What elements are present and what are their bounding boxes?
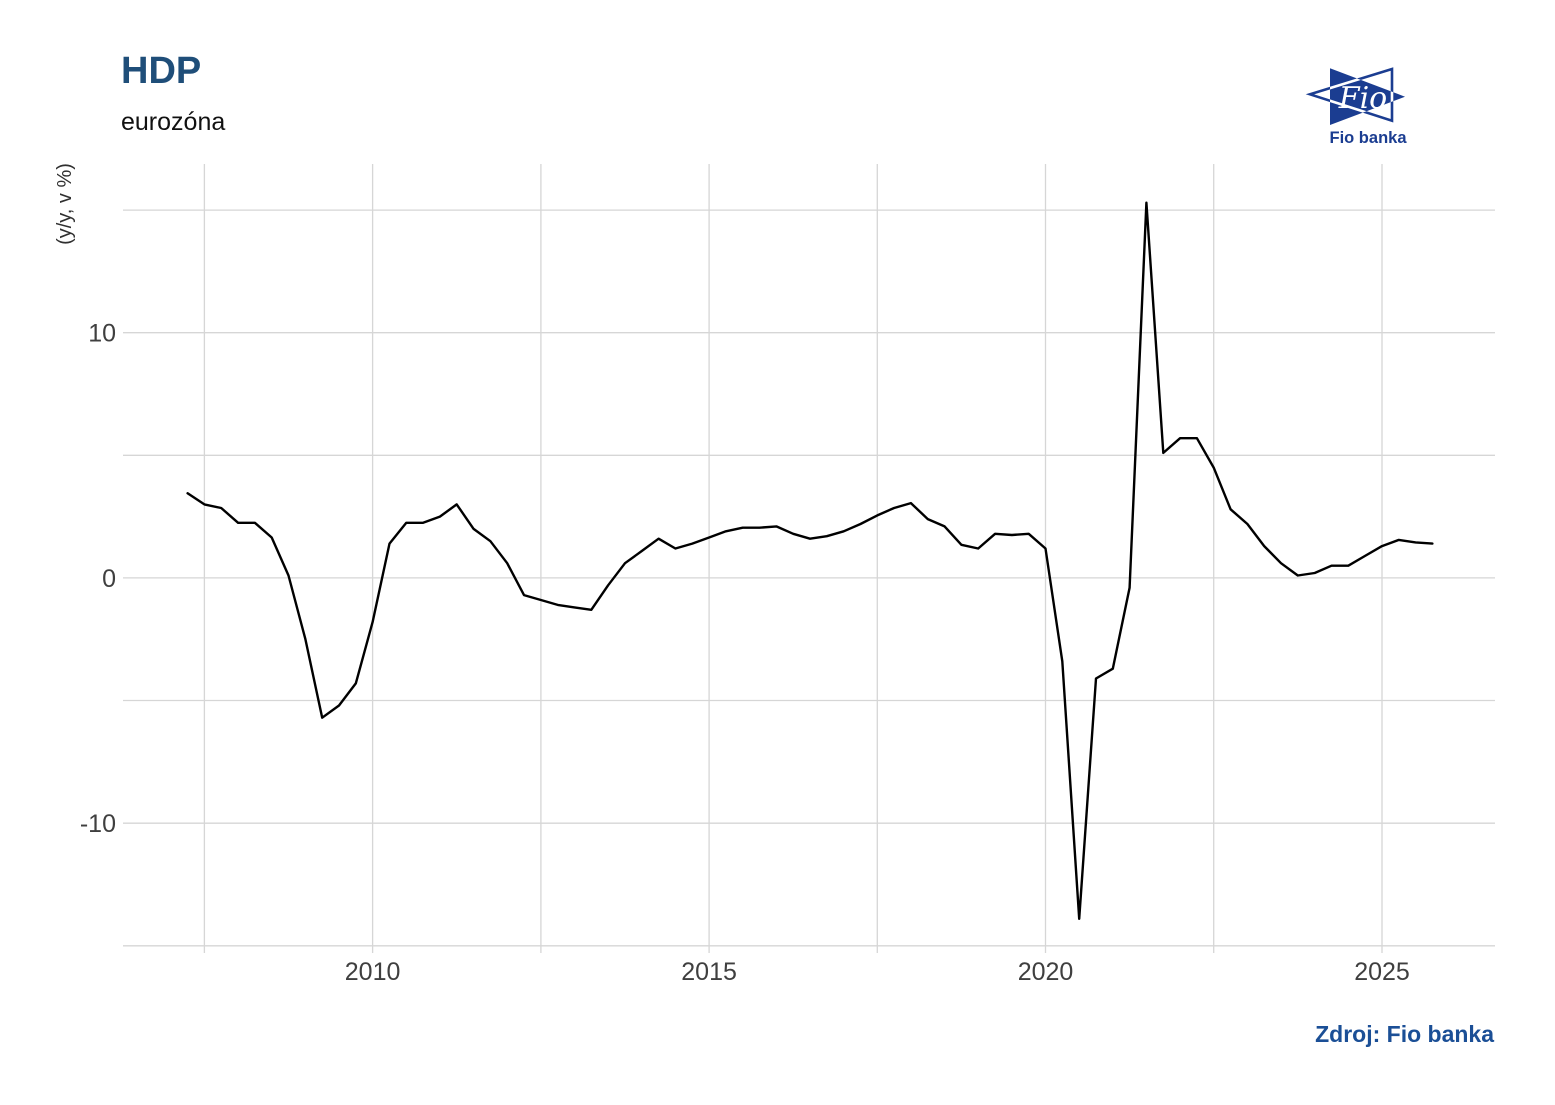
axis-tick-labels: 10 0 -10 2010 2015 2020 2025 (80, 320, 1410, 986)
x-tick-label: 2015 (681, 958, 737, 986)
data-series (186, 201, 1434, 920)
x-tick-label: 2010 (345, 958, 401, 986)
grid-lines (123, 164, 1495, 953)
fio-banka-logo: Fio Fio banka (1295, 50, 1435, 150)
logo-outline-overlap-icon (1330, 68, 1394, 123)
y-tick-label: -10 (80, 810, 116, 838)
y-axis-label: (y/y, v %) (54, 163, 76, 245)
logo-flag-text: Fio (1338, 81, 1387, 116)
x-tick-label: 2020 (1018, 958, 1074, 986)
logo-caption: Fio banka (1329, 129, 1407, 147)
gdp-line (186, 201, 1434, 920)
x-tick-label: 2025 (1354, 958, 1410, 986)
page-title: HDP (121, 50, 202, 92)
page-subtitle: eurozóna (121, 108, 226, 136)
fio-flag-icon: Fio Fio banka (1305, 67, 1407, 147)
y-tick-label: 10 (88, 320, 116, 348)
source-note: Zdroj: Fio banka (1315, 1021, 1494, 1047)
y-tick-label: 0 (102, 565, 116, 593)
